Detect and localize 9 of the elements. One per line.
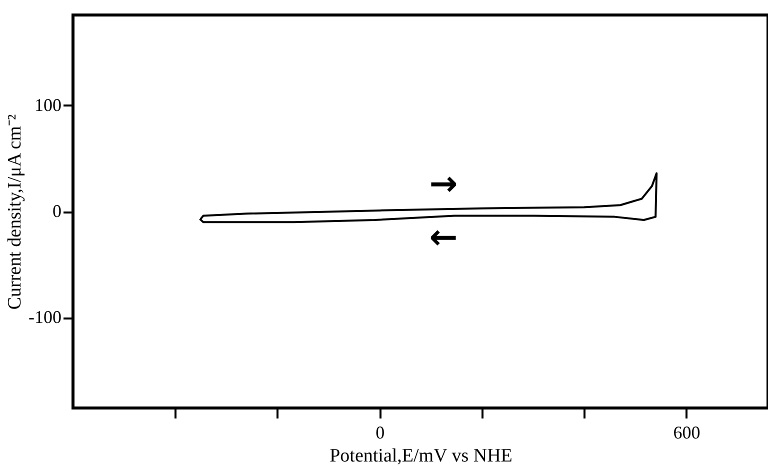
y-tick-label: 0 — [52, 201, 62, 221]
annotation: ← — [429, 217, 458, 258]
annotation: → — [429, 164, 458, 204]
x-tick-label: 600 — [673, 422, 700, 442]
y-tick-label: -100 — [28, 307, 62, 328]
y-tick-label: 100 — [34, 94, 62, 115]
y-axis-title: Current density,I/μA cm⁻² — [4, 114, 26, 310]
line-series — [198, 172, 658, 224]
x-axis-title: Potential,E/mV vs NHE — [330, 446, 512, 466]
